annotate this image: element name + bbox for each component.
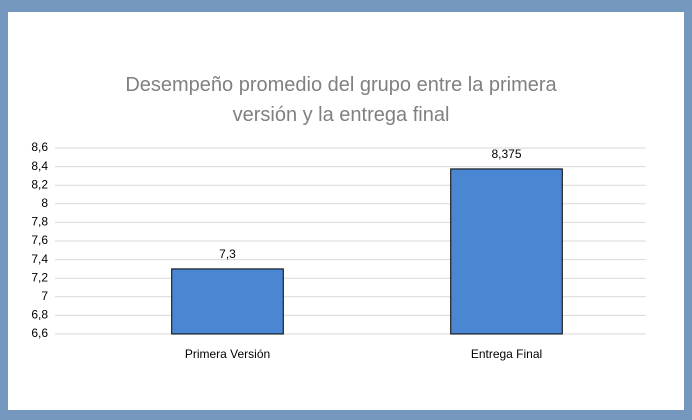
bar — [171, 268, 284, 335]
chart-title: Desempeño promedio del grupo entre la pr… — [125, 74, 557, 126]
y-tick-label: 8,4 — [31, 159, 48, 173]
y-tick-label: 7,4 — [31, 252, 48, 266]
bar — [450, 168, 563, 335]
y-tick-label: 7,2 — [31, 270, 48, 284]
y-tick-label: 6,8 — [31, 308, 48, 322]
data-label: 7,3 — [219, 247, 236, 261]
x-tick-label: Primera Versión — [185, 347, 270, 361]
y-tick-label: 8 — [41, 196, 48, 210]
y-tick-label: 6,6 — [31, 326, 48, 340]
y-tick-label: 7,8 — [31, 215, 48, 229]
chart-area — [8, 12, 684, 410]
y-tick-label: 7 — [41, 289, 48, 303]
y-tick-label: 8,2 — [31, 177, 48, 191]
y-tick-label: 8,6 — [31, 140, 48, 154]
y-tick-label: 7,6 — [31, 233, 48, 247]
x-tick-label: Entrega Final — [471, 347, 542, 361]
data-label: 8,375 — [491, 147, 521, 161]
